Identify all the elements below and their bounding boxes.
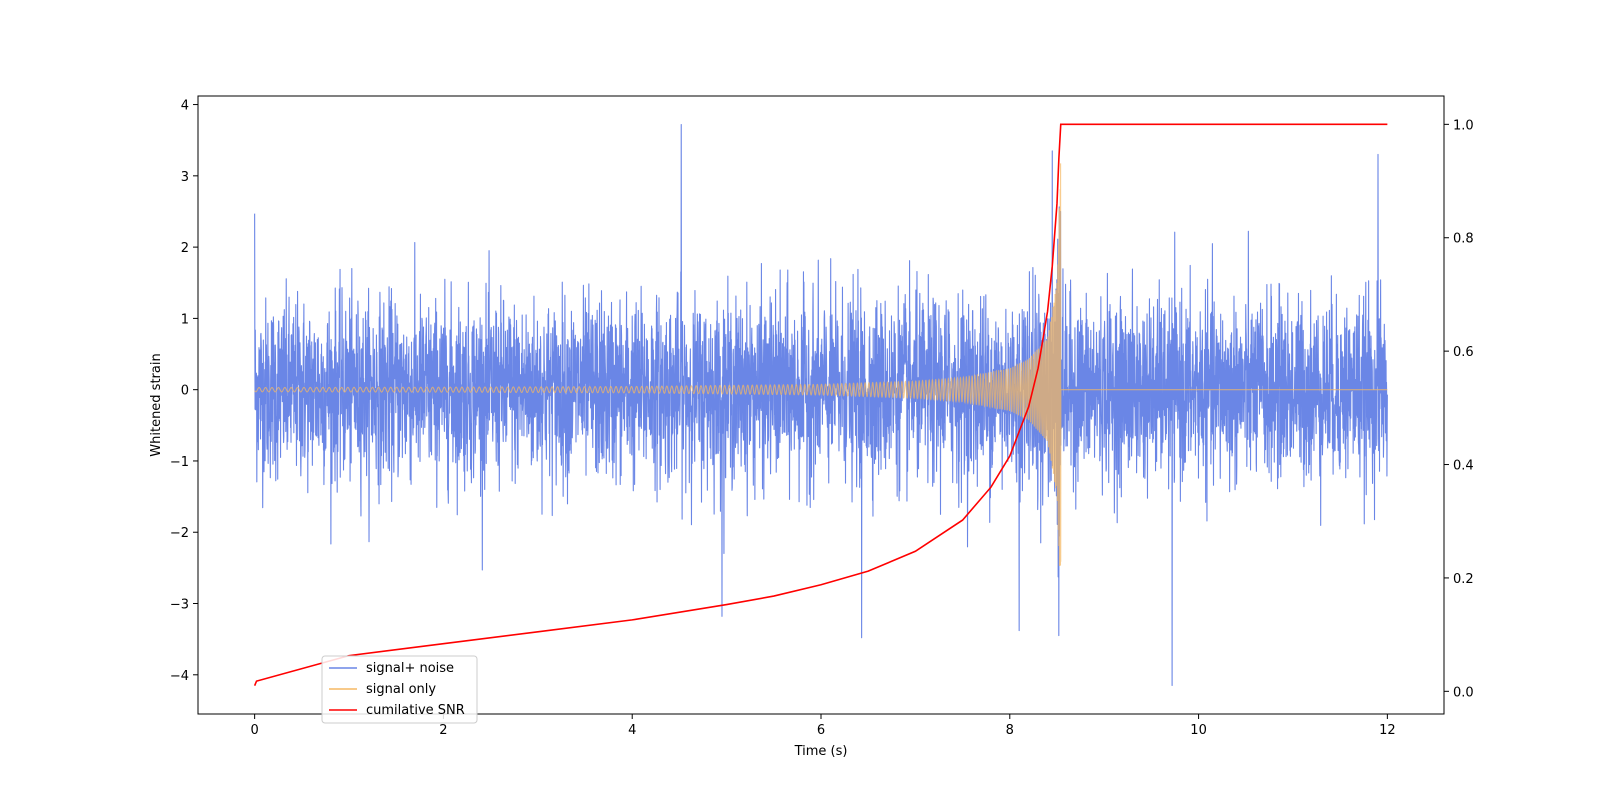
x-tick-label: 6 [817,723,825,738]
legend: signal+ noise signal only cumilative SNR [321,655,478,724]
y-axis-label: Whitened strain [149,353,164,456]
y-tick-label: −4 [170,669,189,684]
series-signal-only [254,163,1388,567]
y-tick-label: 1 [181,312,189,327]
y-axis-right: 0.0 0.2 0.4 0.6 0.8 1.0 [1444,118,1474,700]
y-tick-label: 0 [181,384,189,399]
y2-tick-label: 0.2 [1453,572,1474,587]
y-tick-label: 2 [181,241,189,256]
x-tick-label: 0 [250,723,258,738]
y-tick-label: −2 [170,526,189,541]
x-tick-label: 10 [1190,723,1207,738]
y-tick-label: −3 [170,598,189,613]
legend-label-signal-noise: signal+ noise [366,661,454,676]
y2-tick-label: 0.8 [1453,232,1474,247]
series-cumulative-snr [253,123,1388,686]
x-tick-label: 4 [628,723,636,738]
x-tick-label: 12 [1379,723,1396,738]
y-tick-label: 4 [181,99,189,114]
y-axis-left: −4 −3 −2 −1 0 1 2 3 4 [170,99,198,684]
y2-tick-label: 0.4 [1453,459,1474,474]
x-tick-label: 2 [439,723,447,738]
legend-box [321,655,478,724]
y2-tick-label: 0.0 [1453,685,1474,700]
y-tick-label: −1 [170,455,189,470]
series-signal-noise [254,123,1388,687]
x-axis-label: Time (s) [794,744,848,759]
legend-label-snr: cumilative SNR [366,703,465,718]
x-tick-label: 8 [1006,723,1014,738]
y2-tick-label: 0.6 [1453,345,1474,360]
x-axis: 0 2 4 6 8 10 12 [250,714,1396,738]
legend-label-signal-only: signal only [366,682,436,697]
y-tick-label: 3 [181,170,189,185]
series-layer [253,123,1388,687]
y2-tick-label: 1.0 [1453,118,1474,133]
